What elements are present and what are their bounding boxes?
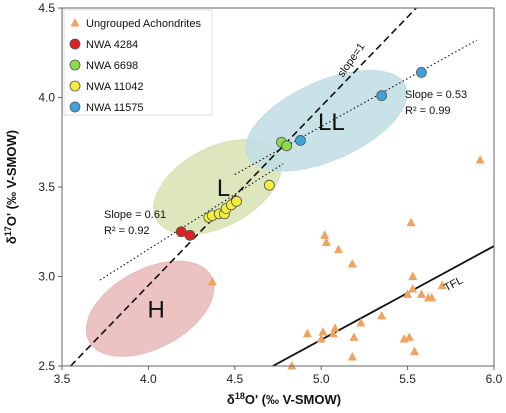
point-nwa-6698-1 — [281, 140, 293, 152]
point-ungrouped-achondrites-3 — [316, 334, 326, 343]
point-ungrouped-achondrites-22 — [416, 289, 426, 298]
point-ungrouped-achondrites-18 — [406, 217, 416, 227]
y-tick-label-4-5: 4.5 — [38, 1, 55, 15]
point-nwa-11042-6 — [231, 195, 242, 207]
point-nwa-11575-2 — [416, 67, 427, 78]
point-ungrouped-achondrites-8 — [330, 323, 340, 332]
point-ungrouped-achondrites-13 — [356, 318, 366, 327]
legend-marker-nwa-6698 — [69, 59, 81, 71]
legend: Ungrouped Achondrites NWA 4284 NWA 6698 NWA… — [63, 9, 213, 116]
x-tick-label-3-5: 3.5 — [54, 372, 71, 386]
point-ungrouped-achondrites-2 — [302, 328, 312, 338]
y-axis-title: δ17O' (‰ V-SMOW) — [3, 130, 19, 244]
point-ungrouped-achondrites-5 — [320, 230, 330, 239]
point-ungrouped-achondrites-24 — [427, 292, 437, 302]
y-tick-label-3-5: 3.5 — [38, 180, 55, 194]
line-tfl — [272, 245, 494, 366]
region-label-l: L — [217, 175, 230, 202]
point-ungrouped-achondrites-25 — [437, 280, 447, 289]
point-ungrouped-achondrites-10 — [347, 352, 357, 361]
x-tick-label-5-5: 5.5 — [399, 372, 416, 386]
x-tick-label-6-0: 6.0 — [486, 372, 503, 386]
x-tick-label-5-0: 5.0 — [313, 372, 330, 386]
point-ungrouped-achondrites-17 — [403, 289, 413, 298]
x-tick-label-4-5: 4.5 — [226, 372, 243, 386]
point-ungrouped-achondrites-26 — [475, 155, 485, 164]
region-h — [85, 260, 215, 357]
legend-label-nwa-11042: NWA 11042 — [86, 81, 143, 93]
point-ungrouped-achondrites-7 — [328, 328, 338, 338]
legend-marker-nwa-11042 — [69, 80, 81, 92]
point-ungrouped-achondrites-6 — [321, 237, 331, 246]
legend-label-nwa-11575: NWA 11575 — [86, 102, 143, 114]
slope-right-r2: R² = 0.99 — [405, 105, 451, 117]
slope-left-label: Slope = 0.61 — [104, 209, 166, 221]
legend-box — [63, 9, 213, 116]
line-layer — [70, 8, 494, 366]
slope-left-r2: R² = 0.92 — [104, 225, 150, 237]
x-tick-label-4-0: 4.0 — [140, 372, 157, 386]
slope-right-label: Slope = 0.53 — [405, 89, 467, 101]
y-tick-label-2-5: 2.5 — [38, 359, 55, 373]
legend-label-nwa-6698: NWA 6698 — [86, 60, 138, 72]
x-axis-title: δ18O' (‰ V-SMOW) — [227, 391, 341, 407]
point-ungrouped-achondrites-19 — [408, 284, 418, 293]
point-ungrouped-achondrites-21 — [410, 346, 420, 356]
y-tick-label-3-0: 3.0 — [38, 270, 55, 284]
point-ungrouped-achondrites-0 — [207, 276, 217, 286]
point-nwa-4284-1 — [184, 229, 196, 241]
line-slope-1 — [70, 8, 417, 366]
line-slope-0-61 — [99, 163, 284, 281]
points-layer — [175, 67, 485, 370]
point-nwa-11575-1 — [376, 90, 388, 102]
point-ungrouped-achondrites-14 — [377, 310, 387, 320]
region-label-ll: LL — [318, 109, 345, 136]
point-nwa-11042-7 — [263, 179, 275, 191]
point-ungrouped-achondrites-11 — [347, 258, 357, 268]
axes-layer: 3.5 4.0 4.5 5.0 5.5 6.0 2.5 3.0 3.5 4.0 4.5 δ18O' (… — [3, 1, 503, 407]
legend-marker-nwa-4284 — [69, 38, 81, 50]
legend-label-nwa-4284: NWA 4284 — [86, 39, 138, 51]
point-ungrouped-achondrites-20 — [408, 271, 418, 280]
tfl-label: TFL — [442, 274, 465, 294]
point-nwa-11575-0 — [295, 135, 306, 146]
point-ungrouped-achondrites-16 — [404, 332, 414, 341]
y-tick-label-4-0: 4.0 — [38, 91, 55, 105]
legend-marker-ungrouped-achondrites — [70, 18, 80, 27]
point-ungrouped-achondrites-12 — [349, 332, 359, 341]
point-ungrouped-achondrites-1 — [287, 361, 297, 370]
point-ungrouped-achondrites-9 — [333, 244, 343, 254]
legend-label-ungrouped-achondrites: Ungrouped Achondrites — [86, 18, 201, 30]
legend-marker-nwa-11575 — [69, 101, 81, 113]
region-label-h: H — [147, 297, 164, 324]
point-ungrouped-achondrites-4 — [318, 326, 328, 336]
